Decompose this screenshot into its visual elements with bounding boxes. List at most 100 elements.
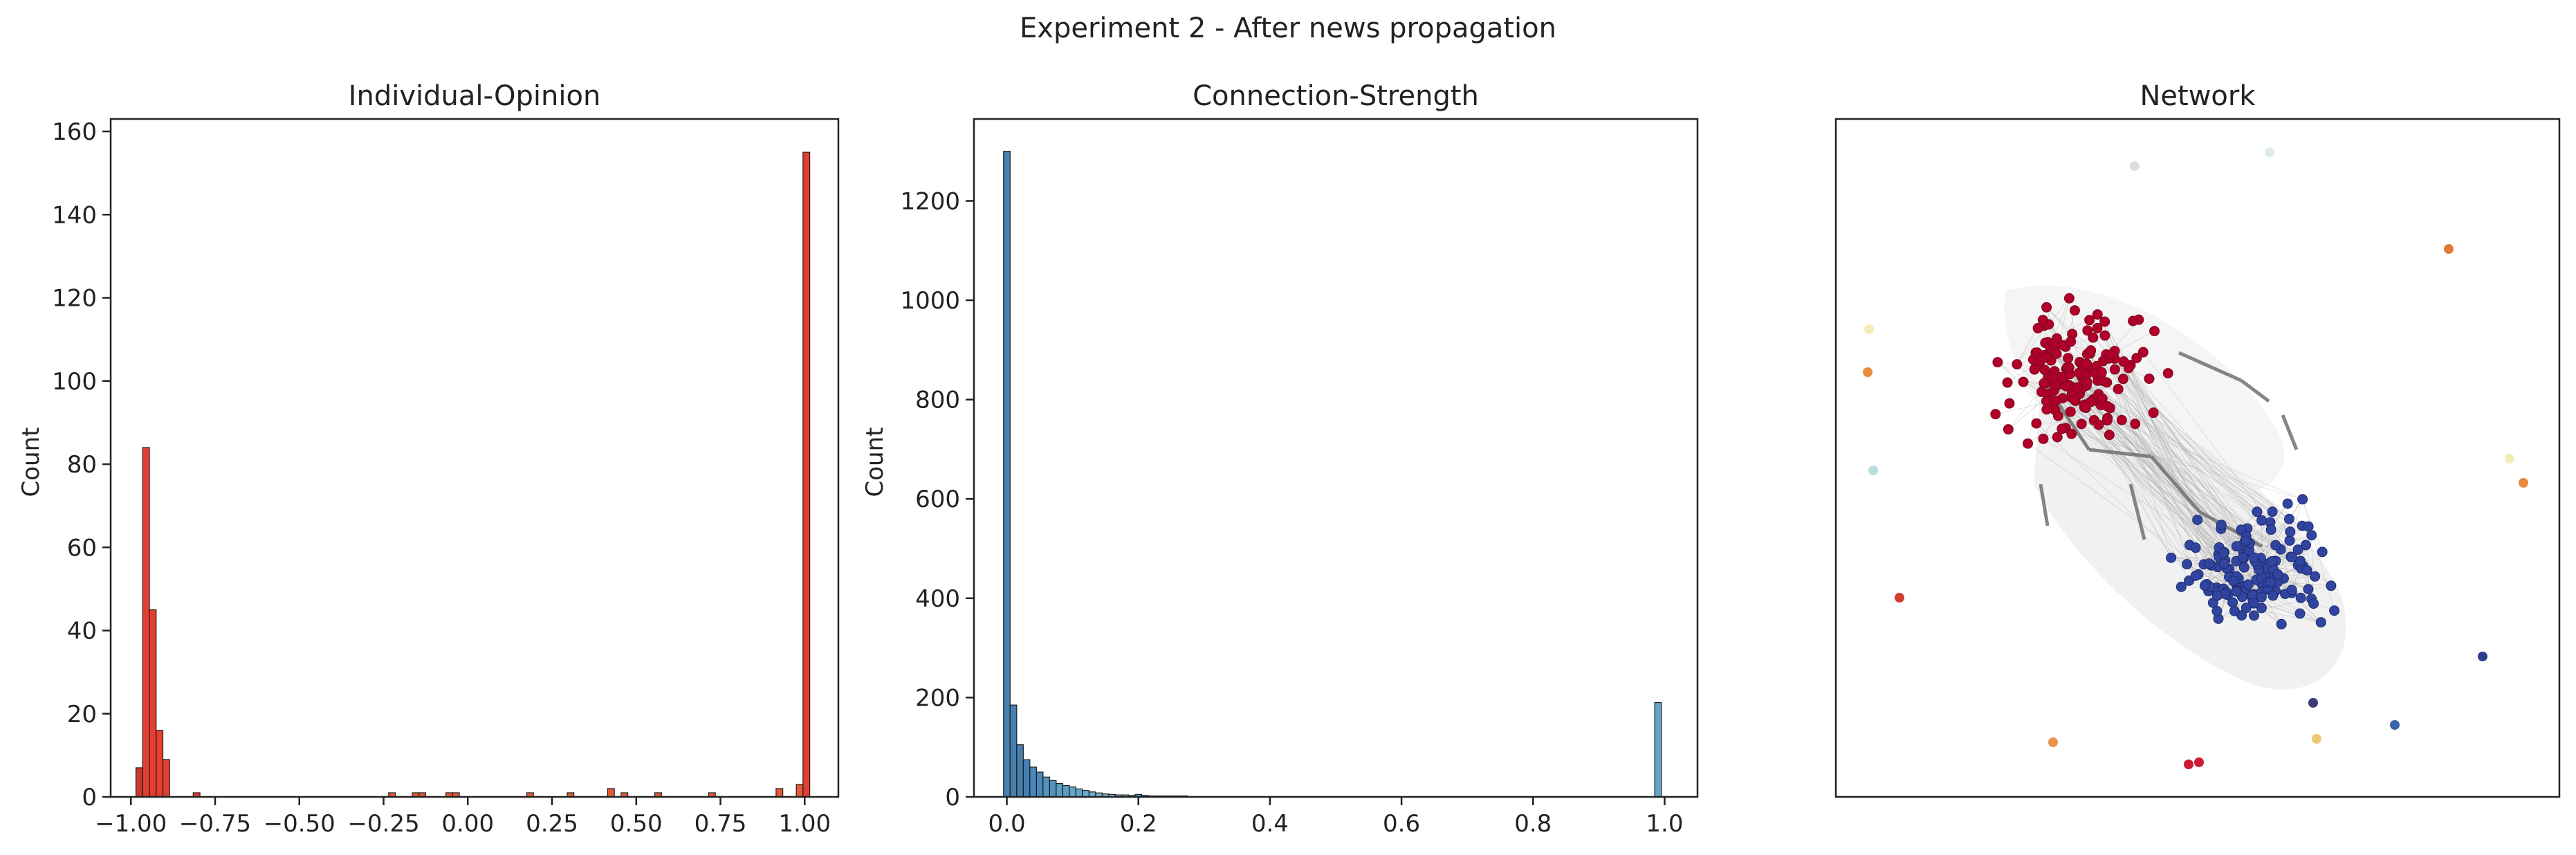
network-node [1868, 466, 1878, 475]
network-node [2166, 552, 2177, 563]
network-node [2102, 401, 2113, 412]
network-node [2050, 395, 2061, 406]
network-node [2238, 552, 2249, 563]
strength-ticks: 0.0 0.2 0.4 0.6 0.8 1.0 0 200 400 600 800 1000 1200 [900, 187, 1683, 838]
opinion-bar [775, 788, 784, 798]
strength-ylabel: Count [861, 428, 889, 497]
network-node [2130, 419, 2141, 430]
strength-ytick-label: 400 [915, 585, 960, 613]
network-node [2231, 541, 2242, 552]
network-node [2175, 581, 2187, 592]
network-node [2072, 383, 2083, 394]
strength-xtick-label: 0.8 [1514, 810, 1552, 838]
network-edge [2090, 401, 2250, 544]
network-node [2063, 293, 2074, 304]
network-edge-strong [2128, 484, 2146, 540]
opinion-ytick-label: 40 [67, 618, 97, 645]
figure-suptitle: Experiment 2 - After news propagation [1020, 12, 1556, 44]
opinion-bar [156, 730, 164, 798]
network-node [2031, 418, 2042, 429]
network-node [2082, 325, 2093, 336]
opinion-xtick-label: −1.00 [95, 810, 167, 838]
network-edge [2027, 367, 2129, 444]
network-node [2063, 362, 2074, 373]
network-edge [1997, 362, 2257, 580]
network-node [2249, 610, 2260, 621]
network-axes-frame [1834, 118, 2561, 798]
network-node [2238, 562, 2250, 573]
network-edge [2035, 352, 2273, 513]
network-node [2137, 347, 2149, 358]
network-node [2002, 377, 2013, 388]
strength-ytick-label: 1000 [900, 287, 960, 315]
network-edge [2143, 351, 2271, 523]
opinion-ytick-label: 0 [82, 784, 97, 811]
network-node [2227, 597, 2238, 608]
network-node [2096, 367, 2107, 378]
network-node [2317, 546, 2328, 558]
strength-xtick-label: 0.0 [988, 810, 1026, 838]
network-node [2301, 564, 2312, 576]
strength-bar [1082, 790, 1090, 798]
opinion-ytick-label: 20 [67, 701, 97, 728]
network-edge [2123, 378, 2252, 596]
network-edge [2036, 423, 2235, 612]
strength-bar [1075, 788, 1083, 798]
network-node [2444, 244, 2454, 254]
network-node [2190, 570, 2201, 581]
network-node [2390, 720, 2400, 730]
network-node [2267, 590, 2279, 601]
network-node [2267, 555, 2278, 567]
network-edge [2046, 383, 2244, 558]
network-node [2105, 349, 2116, 360]
network-edge-strong [2281, 414, 2299, 450]
network-edge-strong [2178, 351, 2243, 383]
strength-title: Connection-Strength [1193, 80, 1479, 112]
network-node [2023, 438, 2034, 449]
network-node [2148, 407, 2159, 419]
network-edge [2090, 350, 2302, 569]
network-node [2092, 322, 2103, 333]
network-node [2065, 406, 2076, 417]
network-node [1990, 409, 2001, 420]
opinion-xtick-label: 0.25 [526, 810, 578, 838]
network-node [2099, 316, 2110, 327]
network-node [2029, 364, 2040, 375]
strength-bars [1003, 151, 1662, 798]
network-edge [2115, 369, 2196, 576]
network-edge [2128, 367, 2254, 558]
network-edge [2023, 381, 2258, 513]
network-node [2315, 617, 2326, 628]
network-node [2118, 356, 2129, 367]
network-title: Network [2140, 80, 2256, 112]
network-node [2003, 424, 2014, 435]
network-node [2282, 498, 2293, 509]
network-node [2097, 393, 2108, 404]
network-node [2478, 652, 2487, 661]
network-edge [2102, 360, 2262, 593]
network-edge [2058, 415, 2302, 569]
strength-ytick-label: 200 [915, 684, 960, 712]
network-edge [2092, 399, 2189, 581]
strength-bar [1036, 771, 1044, 798]
network-node [2162, 368, 2173, 379]
strength-ytick-label: 800 [915, 387, 960, 414]
network-node [2287, 551, 2298, 562]
network-node [2308, 598, 2319, 609]
network-node [2057, 423, 2068, 434]
opinion-ytick-label: 80 [67, 451, 97, 479]
strength-bar [1022, 759, 1031, 798]
opinion-ytick-label: 120 [52, 285, 97, 313]
opinion-bar [142, 447, 150, 798]
strength-bar [1654, 701, 1662, 798]
network-node [2182, 559, 2193, 570]
strength-bar [1042, 776, 1050, 798]
network-node [2295, 592, 2306, 603]
network-edge [2086, 382, 2212, 566]
network-node [2117, 374, 2128, 385]
network-edge [2128, 367, 2154, 413]
strength-bar [1016, 744, 1024, 798]
network-edge [2108, 358, 2262, 521]
network-node [2243, 579, 2254, 590]
network-node [2038, 433, 2049, 444]
